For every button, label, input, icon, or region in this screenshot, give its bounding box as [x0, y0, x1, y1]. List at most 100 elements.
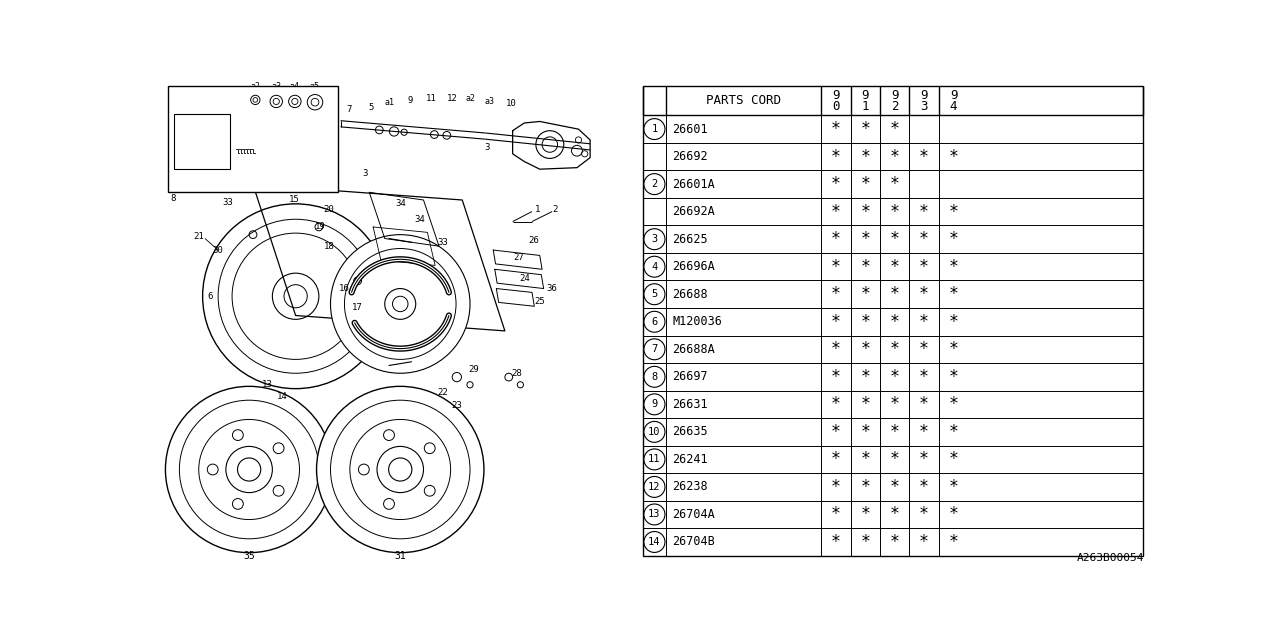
Circle shape	[644, 228, 666, 250]
Text: 5: 5	[369, 103, 374, 112]
Circle shape	[358, 464, 369, 475]
Text: 26601A: 26601A	[672, 178, 716, 191]
Text: *: *	[890, 148, 900, 166]
Text: 2: 2	[652, 179, 658, 189]
Text: 18: 18	[324, 242, 334, 251]
Text: 6: 6	[652, 317, 658, 327]
Text: *: *	[948, 478, 959, 496]
Text: 26635: 26635	[672, 426, 708, 438]
Text: a2: a2	[251, 83, 260, 92]
Text: *: *	[890, 423, 900, 441]
Text: *: *	[919, 533, 929, 551]
Text: *: *	[831, 396, 841, 413]
Text: a5: a5	[310, 83, 320, 92]
Text: 4: 4	[950, 100, 957, 113]
Text: 26238: 26238	[672, 481, 708, 493]
Circle shape	[644, 531, 666, 552]
Text: *: *	[860, 533, 870, 551]
Text: a2: a2	[465, 94, 475, 103]
Text: 10: 10	[648, 427, 660, 437]
Text: 3: 3	[362, 168, 369, 177]
Text: 26601: 26601	[672, 123, 708, 136]
Text: 3: 3	[652, 234, 658, 244]
Text: *: *	[890, 396, 900, 413]
Text: 9: 9	[891, 89, 899, 102]
Circle shape	[384, 429, 394, 440]
Text: *: *	[890, 533, 900, 551]
Circle shape	[644, 366, 666, 387]
Text: 33: 33	[438, 238, 448, 247]
Text: *: *	[860, 368, 870, 386]
Text: *: *	[831, 533, 841, 551]
Text: *: *	[919, 396, 929, 413]
Text: 16: 16	[339, 284, 349, 293]
Text: *: *	[831, 258, 841, 276]
Text: 26697: 26697	[672, 371, 708, 383]
Text: a3: a3	[484, 97, 494, 106]
Text: *: *	[919, 230, 929, 248]
Text: 7: 7	[652, 344, 658, 355]
Circle shape	[424, 485, 435, 496]
Text: *: *	[831, 340, 841, 358]
Text: *: *	[890, 285, 900, 303]
Text: *: *	[860, 258, 870, 276]
Text: *: *	[948, 423, 959, 441]
Text: 15: 15	[289, 195, 300, 205]
Circle shape	[165, 387, 333, 553]
Text: *: *	[831, 230, 841, 248]
Text: 1: 1	[652, 124, 658, 134]
Circle shape	[644, 421, 666, 442]
Text: 3: 3	[920, 100, 928, 113]
Text: *: *	[890, 506, 900, 524]
Circle shape	[330, 235, 470, 373]
Circle shape	[644, 311, 666, 332]
Text: *: *	[948, 230, 959, 248]
Text: 4: 4	[652, 262, 658, 272]
Text: a3: a3	[271, 83, 282, 92]
Text: *: *	[948, 258, 959, 276]
Circle shape	[644, 118, 666, 140]
Text: 9: 9	[950, 89, 957, 102]
Text: 29: 29	[468, 365, 479, 374]
Text: *: *	[831, 203, 841, 221]
Text: *: *	[919, 285, 929, 303]
Text: 1: 1	[861, 100, 869, 113]
Text: 9: 9	[920, 89, 928, 102]
Text: *: *	[890, 258, 900, 276]
Text: *: *	[948, 368, 959, 386]
Text: 33: 33	[223, 198, 233, 207]
Text: 26704B: 26704B	[672, 536, 716, 548]
Text: 26692: 26692	[672, 150, 708, 163]
Text: *: *	[948, 506, 959, 524]
Circle shape	[385, 289, 416, 319]
Circle shape	[644, 284, 666, 305]
Text: 36: 36	[547, 284, 557, 293]
Text: 26241: 26241	[672, 453, 708, 466]
Text: *: *	[919, 423, 929, 441]
Text: *: *	[860, 203, 870, 221]
Text: 26688: 26688	[672, 288, 708, 301]
Text: 26692A: 26692A	[672, 205, 716, 218]
Text: M120036: M120036	[672, 316, 722, 328]
Circle shape	[644, 173, 666, 195]
Text: *: *	[948, 313, 959, 331]
Text: *: *	[890, 203, 900, 221]
Text: 11: 11	[648, 454, 660, 465]
Text: *: *	[948, 148, 959, 166]
Text: *: *	[919, 340, 929, 358]
Text: 0: 0	[832, 100, 840, 113]
Text: *: *	[919, 258, 929, 276]
Text: *: *	[890, 175, 900, 193]
Text: *: *	[948, 203, 959, 221]
Text: 13: 13	[648, 509, 660, 520]
Circle shape	[316, 387, 484, 553]
Text: 26688A: 26688A	[672, 343, 716, 356]
Text: 6: 6	[207, 292, 212, 301]
Text: 23: 23	[452, 401, 462, 410]
Text: 12: 12	[648, 482, 660, 492]
Text: *: *	[948, 340, 959, 358]
Text: 13: 13	[261, 380, 273, 389]
Bar	[174, 114, 229, 169]
Circle shape	[207, 464, 218, 475]
Text: *: *	[919, 451, 929, 468]
